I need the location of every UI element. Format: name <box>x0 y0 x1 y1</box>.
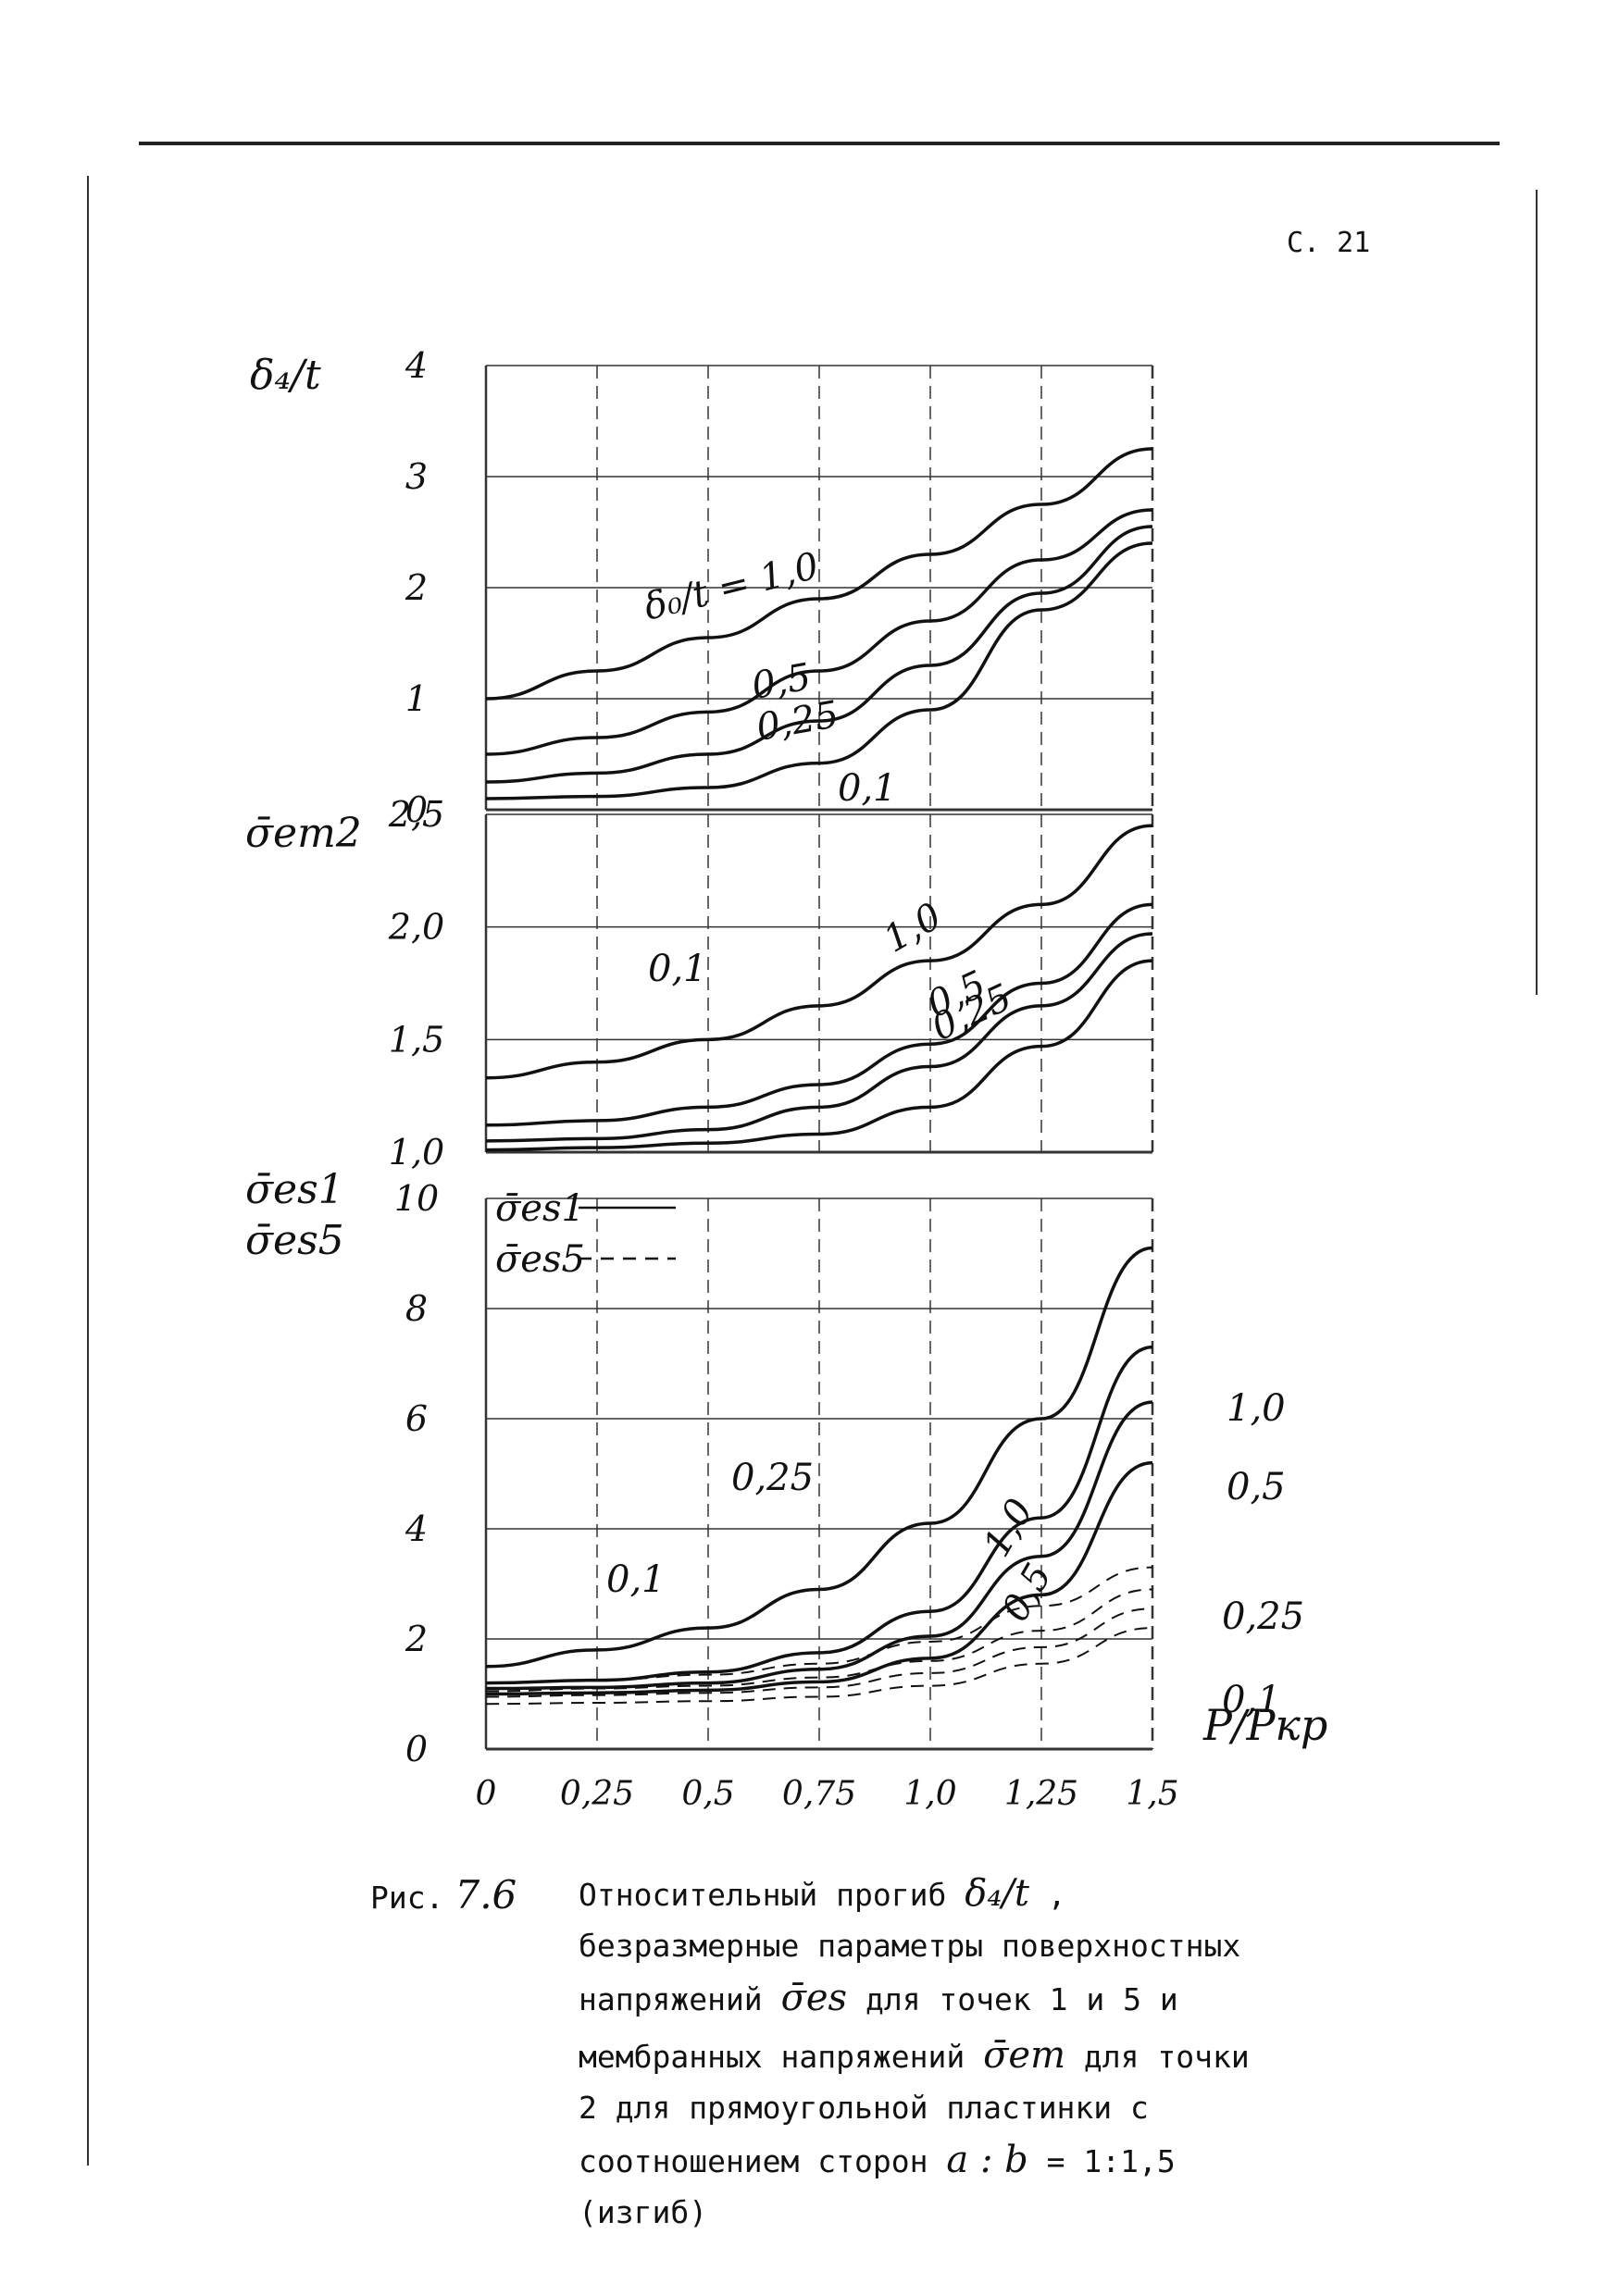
x-tick-label: 0,25 <box>560 1775 634 1813</box>
y-axis-label: σ̄em2 <box>245 810 362 857</box>
legend-label: σ̄es5 <box>495 1238 585 1281</box>
series-line <box>485 541 1153 800</box>
page-number: С. 21 <box>1287 227 1371 259</box>
series-line <box>485 1566 1153 1684</box>
caption-symbol-deflection: δ₄/t <box>965 1872 1029 1915</box>
series-label: 0,5 <box>994 1557 1061 1629</box>
series-label: δ₀/t = 1,0 <box>640 545 823 629</box>
x-tick-label: 1,5 <box>1126 1775 1178 1813</box>
series-line <box>485 824 1153 1080</box>
legend-label: σ̄es1 <box>495 1187 585 1230</box>
series-line <box>485 1246 1153 1669</box>
series-label: 0,5 <box>749 655 815 707</box>
x-tick-label: 1,25 <box>1004 1775 1078 1813</box>
caption-text-1: Относительный прогиб <box>579 1877 947 1913</box>
x-axis-label: P/Pкр <box>1202 1700 1327 1750</box>
chart-panel-3: 0246810σ̄es1σ̄es5σ̄es1σ̄es51,00,50,250,1… <box>245 1166 1327 1813</box>
y-tick-label: 4 <box>405 345 428 386</box>
y-tick-label: 1,5 <box>389 1019 444 1060</box>
caption-body: Относительный прогиб δ₄/t , безразмерные… <box>579 1865 1282 2236</box>
series-label: 1,0 <box>1227 1387 1286 1430</box>
x-tick-label: 0 <box>476 1775 497 1813</box>
series-label: 0,5 <box>1227 1466 1286 1508</box>
y-tick-label: 0 <box>405 789 428 830</box>
series-label: 0,25 <box>731 1457 814 1499</box>
caption-label: Рис. 7.6 <box>370 1865 517 1925</box>
y-tick-label: 2,5 <box>388 794 444 835</box>
series-line <box>485 1460 1153 1696</box>
y-tick-label: 8 <box>405 1288 428 1329</box>
y-tick-label: 2 <box>405 567 428 608</box>
x-tick-label: 1,0 <box>903 1775 956 1813</box>
x-tick-label: 0,5 <box>681 1775 734 1813</box>
series-line <box>485 447 1153 701</box>
series-line <box>485 902 1153 1127</box>
caption-symbol-es: σ̄es <box>780 1977 848 2020</box>
caption-text-3: для точек 1 и 5 и мембранных напряжений <box>579 1981 1178 2076</box>
y-axis-label: δ₄/t <box>250 352 321 399</box>
series-line <box>485 1588 1153 1693</box>
caption-number: 7.6 <box>455 1872 517 1917</box>
x-tick-label: 0,75 <box>782 1775 856 1813</box>
series-line <box>485 1607 1153 1698</box>
caption-text-5: = 1:1,5 (изгиб) <box>579 2143 1176 2231</box>
series-label: 0,1 <box>648 948 707 990</box>
series-line <box>485 508 1153 756</box>
y-tick-label: 1 <box>405 678 428 719</box>
y-tick-label: 2 <box>405 1619 428 1659</box>
caption-symbol-em: σ̄em <box>983 2034 1066 2078</box>
y-tick-label: 6 <box>405 1398 428 1439</box>
series-label: 0,1 <box>838 767 897 810</box>
series-label: 1,0 <box>976 1492 1042 1564</box>
y-tick-label: 1,0 <box>389 1132 444 1173</box>
caption-label-text: Рис. <box>370 1880 444 1916</box>
series-line <box>485 959 1153 1152</box>
y-tick-label: 2,0 <box>388 907 444 948</box>
caption-text-4: для точки 2 для прямоугольной пластинки … <box>579 2039 1250 2180</box>
series-label: 1,0 <box>877 895 949 962</box>
series-label: 0,1 <box>1222 1679 1281 1721</box>
y-axis-label-2: σ̄es5 <box>245 1217 344 1264</box>
series-line <box>485 1345 1153 1685</box>
y-tick-label: 0 <box>405 1729 428 1769</box>
y-axis-label: σ̄es1 <box>245 1166 344 1213</box>
y-tick-label: 10 <box>394 1178 439 1219</box>
series-label: 0,1 <box>606 1558 666 1601</box>
y-tick-label: 3 <box>405 456 428 497</box>
series-line <box>485 525 1153 784</box>
y-tick-label: 4 <box>405 1508 428 1549</box>
series-line <box>485 932 1153 1143</box>
series-line <box>485 1400 1153 1691</box>
series-line <box>485 1627 1153 1706</box>
series-label: 0,25 <box>1222 1595 1304 1638</box>
caption-symbol-ratio: a : b <box>946 2139 1028 2182</box>
caption-text-2: , безразмерные параметры поверхностных н… <box>579 1877 1241 2018</box>
